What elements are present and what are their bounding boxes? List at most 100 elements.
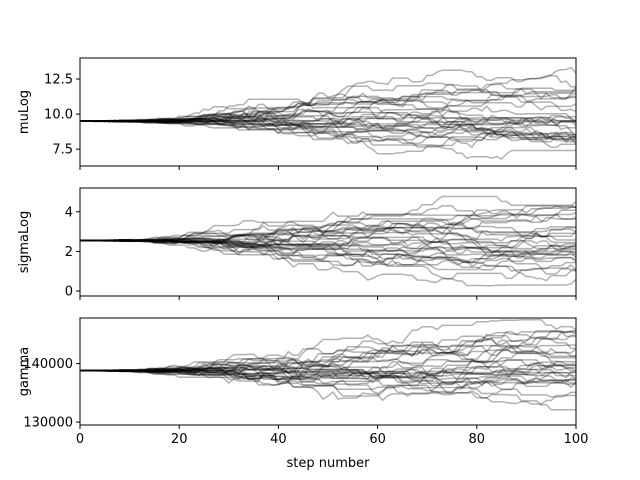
walker-trace <box>80 334 576 372</box>
y-axis-label-sigmaLog: sigmaLog <box>17 211 32 274</box>
y-axis-label-muLog: muLog <box>17 90 32 134</box>
walker-trace <box>80 222 576 245</box>
x-tick-label: 80 <box>469 432 486 447</box>
walker-trace <box>80 206 576 243</box>
walker-trace <box>80 116 576 140</box>
walker-trace <box>80 239 576 287</box>
walker-trace <box>80 117 576 143</box>
walker-trace <box>80 239 576 267</box>
panel-muLog: 7.5 10.0 12.5 muLog <box>17 57 577 170</box>
walker-trace <box>80 239 576 259</box>
walker-trace <box>80 235 576 249</box>
walker-trace <box>80 345 576 375</box>
walker-trace <box>80 102 576 126</box>
y-tick-label: 4 <box>65 205 73 220</box>
walker-trace <box>80 119 576 140</box>
walker-trace <box>80 212 576 243</box>
y-axis-label-gamma: gamma <box>17 347 32 397</box>
walker-trace <box>80 119 576 145</box>
walker-trace <box>80 239 576 266</box>
walker-trace <box>80 331 576 372</box>
axes-frame <box>79 187 577 297</box>
y-tick-label: 140000 <box>23 357 73 372</box>
walker-trace <box>80 344 576 373</box>
walker-trace <box>80 330 576 372</box>
walker-trace <box>80 239 576 264</box>
walker-trace <box>80 364 576 387</box>
x-tick-label: 100 <box>564 432 589 447</box>
walker-trace <box>80 201 576 243</box>
walker-trace <box>80 369 576 395</box>
walker-trace <box>80 209 576 242</box>
walker-trace <box>80 239 576 263</box>
walker-trace <box>80 369 576 411</box>
walker-trace <box>80 238 576 251</box>
walker-trace <box>80 195 576 246</box>
walker-trace <box>80 364 576 379</box>
walker-trace <box>80 205 576 242</box>
walker-trace <box>80 369 576 397</box>
walker-trace <box>80 366 576 385</box>
walker-trace <box>80 113 576 141</box>
walker-trace <box>80 335 576 372</box>
walker-trace <box>80 369 576 405</box>
walker-trace <box>80 75 576 123</box>
walker-trace <box>80 116 576 133</box>
x-axis-label: step number <box>287 456 371 471</box>
walker-trace <box>80 83 576 123</box>
walker-trace <box>80 89 576 123</box>
walker-trace <box>80 117 576 137</box>
walker-trace <box>80 117 576 147</box>
y-tick-label: 10.0 <box>44 108 73 123</box>
panel-sigmaLog: 0 2 4 sigmaLog <box>17 187 577 300</box>
walker-trace <box>80 110 576 141</box>
x-tick-label: 60 <box>369 432 386 447</box>
walker-trace <box>80 237 576 271</box>
y-tick-label: 130000 <box>23 416 73 431</box>
walker-trace <box>80 66 576 123</box>
walker-trace <box>80 119 576 149</box>
walker-trace <box>80 347 576 380</box>
walker-trace <box>80 119 576 160</box>
walker-trace <box>80 360 576 384</box>
walker-trace <box>80 239 576 257</box>
walker-trace <box>80 87 576 123</box>
y-tick-label: 12.5 <box>44 73 73 88</box>
walker-trace <box>80 222 576 242</box>
walker-trace <box>80 368 576 387</box>
walker-trace <box>80 365 576 380</box>
walker-trace <box>80 235 576 251</box>
walker-trace <box>80 359 576 374</box>
walker-trace <box>80 224 576 243</box>
walker-trace <box>80 319 576 373</box>
walker-trace <box>80 116 576 129</box>
walker-trace <box>80 369 576 398</box>
walker-trace <box>80 219 576 254</box>
walker-trace <box>80 205 576 242</box>
walker-trace <box>80 239 576 282</box>
traces-gamma <box>80 319 576 411</box>
walker-trace <box>80 214 576 244</box>
x-tick-label: 40 <box>270 432 287 447</box>
axes-frame <box>79 317 577 426</box>
walker-trace <box>80 99 576 125</box>
walker-trace <box>80 367 576 387</box>
walker-trace <box>80 82 576 123</box>
walker-trace <box>80 348 576 375</box>
walker-trace <box>80 362 576 389</box>
panels: 7.5 10.0 12.5 muLog 0 2 4 sigmaLog 130000 140000 0… <box>17 57 589 447</box>
walker-trace <box>80 330 576 372</box>
walker-trace <box>80 110 576 149</box>
walker-trace <box>80 114 576 129</box>
walker-trace <box>80 111 576 129</box>
walker-trace <box>80 226 576 250</box>
y-tick-label: 0 <box>65 285 73 300</box>
walker-trace <box>80 369 576 395</box>
axes-frame <box>79 57 577 167</box>
walker-trace <box>80 86 576 123</box>
walker-trace <box>80 95 576 124</box>
walker-trace <box>80 362 576 381</box>
y-tick-label: 7.5 <box>52 143 73 158</box>
x-tick-label: 0 <box>76 432 84 447</box>
